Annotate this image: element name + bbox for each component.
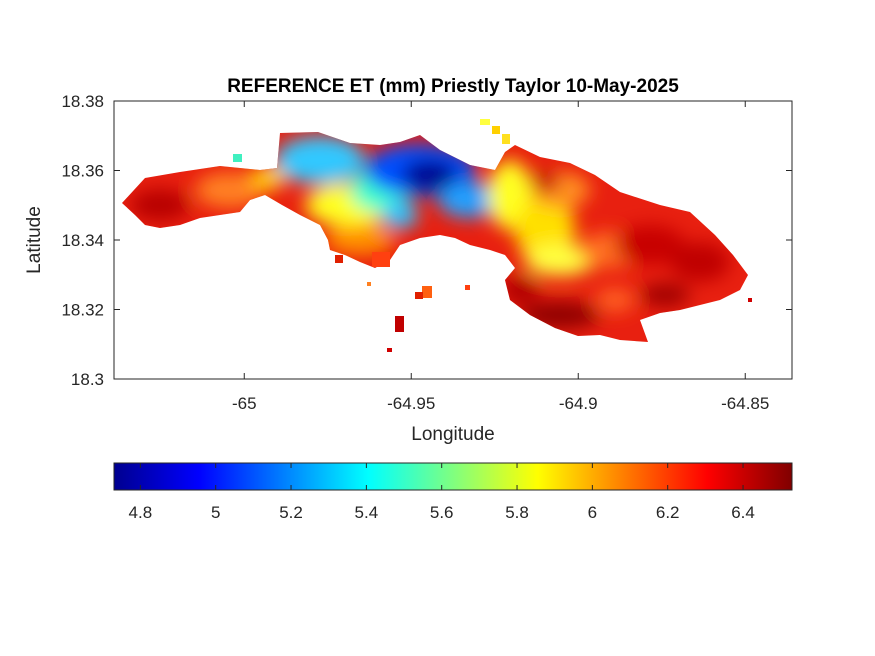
x-tick-label: -65 (232, 394, 257, 413)
colorbar-tick-label: 6.4 (731, 503, 755, 522)
colorbar-tick-label: 6.2 (656, 503, 680, 522)
x-axis-label: Longitude (411, 424, 494, 445)
x-tick-label: -64.95 (387, 394, 435, 413)
colorbar-tick-label: 5.2 (279, 503, 303, 522)
colorbar-tick-label: 6 (588, 503, 597, 522)
x-axis-ticks: -65 -64.95 -64.9 -64.85 (232, 101, 769, 413)
colorbar (113, 462, 793, 491)
colorbar-tick-label: 5 (211, 503, 220, 522)
y-tick-label: 18.3 (71, 370, 104, 389)
colorbar-ticks: 4.8 5 5.2 5.4 5.6 5.8 6 6.2 6.4 (129, 463, 755, 522)
y-axis-ticks: 18.38 18.36 18.34 18.32 18.3 (61, 92, 792, 389)
y-tick-label: 18.34 (61, 231, 104, 250)
y-tick-label: 18.36 (61, 162, 104, 181)
map-title: REFERENCE ET (mm) Priestly Taylor 10-May… (227, 76, 679, 97)
y-tick-label: 18.32 (61, 301, 104, 320)
colorbar-tick-label: 5.4 (355, 503, 379, 522)
x-tick-label: -64.85 (721, 394, 769, 413)
y-axis-label: Latitude (24, 206, 45, 274)
colorbar-tick-label: 4.8 (129, 503, 153, 522)
colorbar-tick-label: 5.8 (505, 503, 529, 522)
colorbar-tick-label: 5.6 (430, 503, 454, 522)
x-tick-label: -64.9 (559, 394, 598, 413)
y-tick-label: 18.38 (61, 92, 104, 111)
